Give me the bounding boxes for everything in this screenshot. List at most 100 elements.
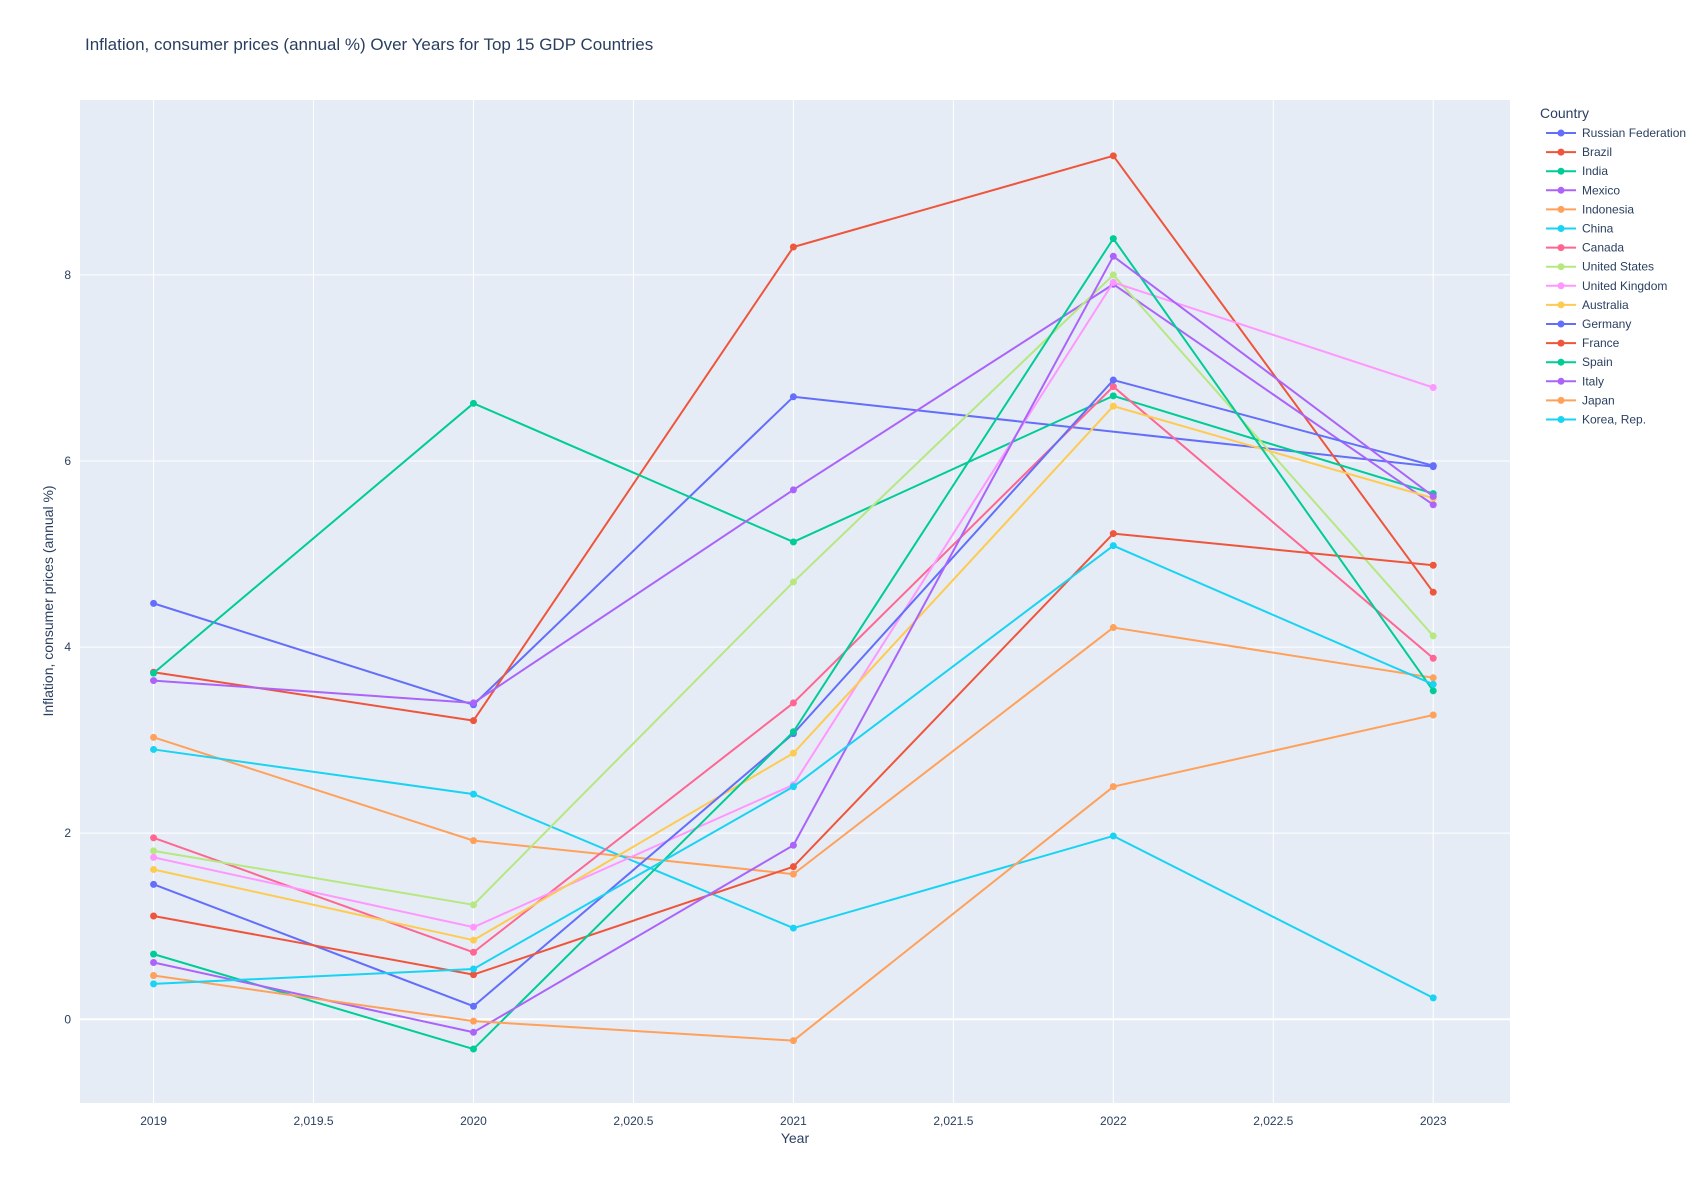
data-point[interactable]: [469, 1002, 477, 1010]
data-point[interactable]: [469, 965, 477, 973]
legend-item[interactable]: Korea, Rep.: [1546, 413, 1646, 427]
data-point[interactable]: [789, 243, 797, 251]
data-point[interactable]: [150, 853, 158, 861]
data-point[interactable]: [789, 841, 797, 849]
data-point[interactable]: [1429, 384, 1437, 392]
legend-item[interactable]: Italy: [1546, 374, 1604, 388]
legend-item[interactable]: India: [1546, 164, 1608, 178]
data-point[interactable]: [469, 399, 477, 407]
legend-item[interactable]: Canada: [1546, 241, 1624, 255]
legend[interactable]: Country Russian Federation Brazil India Mex…: [1540, 105, 1686, 427]
data-point[interactable]: [469, 837, 477, 845]
legend-item[interactable]: Indonesia: [1546, 202, 1634, 216]
data-point[interactable]: [150, 669, 158, 677]
data-point[interactable]: [1109, 383, 1117, 391]
data-point[interactable]: [469, 901, 477, 909]
data-point[interactable]: [1429, 674, 1437, 682]
series-indonesia[interactable]: [150, 624, 1437, 878]
series-spain[interactable]: [150, 235, 1437, 1053]
data-point[interactable]: [789, 578, 797, 586]
data-point[interactable]: [469, 699, 477, 707]
data-point[interactable]: [1429, 561, 1437, 569]
data-point[interactable]: [789, 924, 797, 932]
data-point[interactable]: [150, 865, 158, 873]
data-point[interactable]: [469, 923, 477, 931]
legend-item[interactable]: Germany: [1546, 317, 1631, 331]
data-point[interactable]: [789, 783, 797, 791]
data-point[interactable]: [1429, 462, 1437, 470]
legend-item[interactable]: China: [1546, 222, 1614, 236]
data-point[interactable]: [469, 1028, 477, 1036]
data-point[interactable]: [1109, 392, 1117, 400]
data-point[interactable]: [150, 745, 158, 753]
data-point[interactable]: [150, 880, 158, 888]
legend-item[interactable]: Australia: [1546, 298, 1629, 312]
legend-item[interactable]: Spain: [1546, 355, 1613, 369]
legend-label: Korea, Rep.: [1582, 413, 1646, 427]
data-point[interactable]: [789, 1037, 797, 1045]
legend-item[interactable]: Russian Federation: [1546, 126, 1686, 140]
legend-item[interactable]: Mexico: [1546, 183, 1620, 197]
data-point[interactable]: [789, 863, 797, 871]
data-point[interactable]: [1429, 680, 1437, 688]
data-point[interactable]: [1429, 687, 1437, 695]
series-italy[interactable]: [150, 252, 1437, 1036]
data-point[interactable]: [1109, 530, 1117, 538]
data-point[interactable]: [150, 950, 158, 958]
data-point[interactable]: [1109, 624, 1117, 632]
data-point[interactable]: [1429, 994, 1437, 1002]
series-japan[interactable]: [150, 711, 1437, 1045]
legend-item[interactable]: Brazil: [1546, 145, 1612, 159]
data-point[interactable]: [150, 677, 158, 685]
data-point[interactable]: [150, 599, 158, 607]
data-point[interactable]: [1109, 783, 1117, 791]
data-point[interactable]: [1109, 402, 1117, 410]
data-point[interactable]: [469, 1017, 477, 1025]
data-point[interactable]: [1109, 152, 1117, 160]
x-tick-label: 2023: [1420, 1114, 1447, 1128]
data-point[interactable]: [1109, 235, 1117, 243]
data-point[interactable]: [469, 717, 477, 725]
data-point[interactable]: [789, 699, 797, 707]
series-china[interactable]: [150, 745, 1437, 1002]
series-united-states[interactable]: [150, 271, 1437, 909]
data-point[interactable]: [469, 971, 477, 979]
data-point[interactable]: [150, 959, 158, 967]
data-point[interactable]: [1429, 654, 1437, 662]
data-point[interactable]: [789, 393, 797, 401]
series-korea-rep[interactable]: [150, 542, 1437, 988]
data-point[interactable]: [1109, 252, 1117, 260]
data-point[interactable]: [150, 912, 158, 920]
legend-item[interactable]: United Kingdom: [1546, 279, 1667, 293]
series-france[interactable]: [150, 530, 1437, 979]
data-point[interactable]: [1109, 542, 1117, 550]
data-point[interactable]: [789, 749, 797, 757]
data-point[interactable]: [789, 486, 797, 494]
data-point[interactable]: [1109, 271, 1117, 279]
data-point[interactable]: [789, 538, 797, 546]
data-point[interactable]: [469, 936, 477, 944]
series-canada[interactable]: [150, 383, 1437, 956]
legend-item[interactable]: Japan: [1546, 393, 1615, 407]
data-point[interactable]: [1429, 632, 1437, 640]
data-point[interactable]: [150, 980, 158, 988]
data-point[interactable]: [469, 1045, 477, 1053]
data-point[interactable]: [789, 870, 797, 878]
data-point[interactable]: [150, 847, 158, 855]
data-point[interactable]: [1109, 832, 1117, 840]
legend-item[interactable]: France: [1546, 336, 1620, 350]
data-point[interactable]: [1109, 376, 1117, 384]
data-point[interactable]: [1429, 711, 1437, 719]
data-point[interactable]: [789, 728, 797, 736]
data-point[interactable]: [1429, 492, 1437, 500]
data-point[interactable]: [150, 972, 158, 980]
data-point[interactable]: [1429, 588, 1437, 596]
data-point[interactable]: [150, 834, 158, 842]
data-point[interactable]: [1429, 501, 1437, 509]
legend-label: United States: [1582, 260, 1654, 274]
data-point[interactable]: [469, 790, 477, 798]
legend-item[interactable]: United States: [1546, 260, 1654, 274]
data-point[interactable]: [150, 733, 158, 741]
data-point[interactable]: [1109, 278, 1117, 286]
data-point[interactable]: [469, 948, 477, 956]
